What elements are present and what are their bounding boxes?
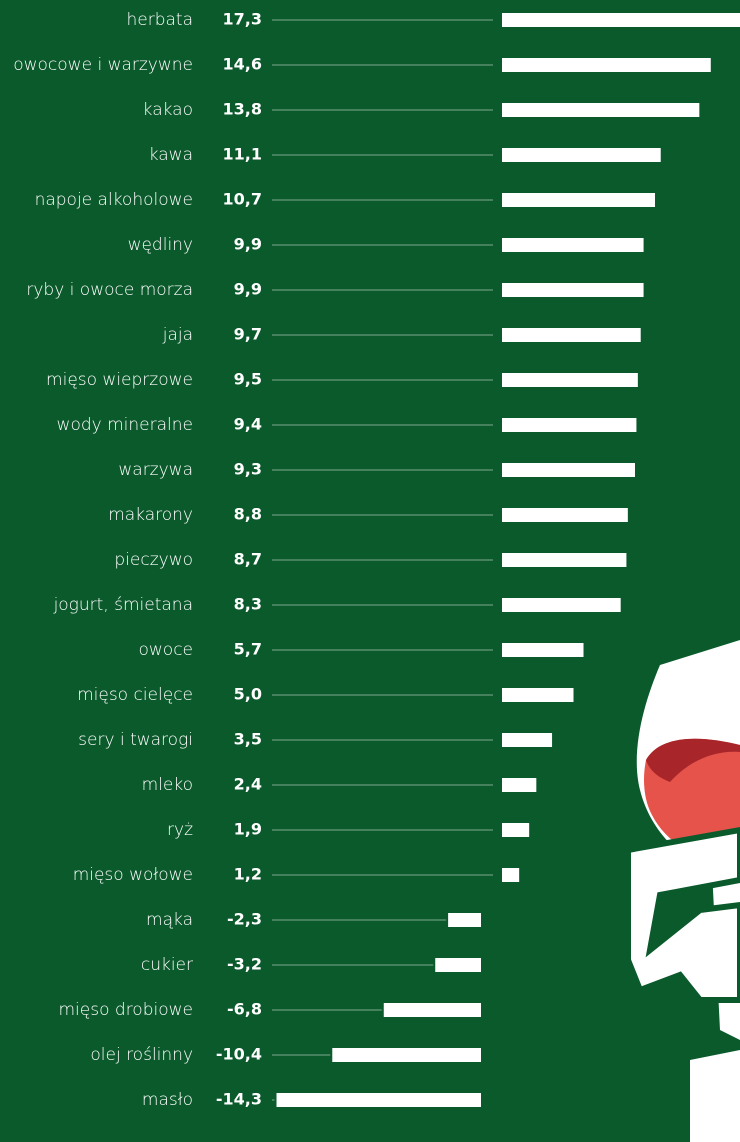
category-label: jogurt, śmietana	[53, 595, 193, 615]
value-label: -2,3	[227, 910, 262, 929]
bar	[502, 463, 635, 477]
value-label: 9,4	[234, 415, 262, 434]
bar	[277, 1093, 481, 1107]
bar	[502, 193, 655, 207]
value-label: 8,7	[234, 550, 262, 569]
bar	[384, 1003, 481, 1017]
value-label: 9,9	[234, 235, 262, 254]
category-label: mięso drobiowe	[59, 1000, 194, 1020]
value-label: 3,5	[234, 730, 262, 749]
category-label: wody mineralne	[57, 415, 193, 435]
value-label: 14,6	[223, 55, 262, 74]
value-label: -3,2	[227, 955, 262, 974]
bar	[502, 553, 626, 567]
bar	[502, 688, 574, 702]
value-label: 9,5	[234, 370, 262, 389]
bar	[332, 1048, 481, 1062]
value-label: 8,8	[234, 505, 262, 524]
category-label: olej roślinny	[90, 1045, 193, 1065]
background	[0, 0, 740, 1142]
value-label: 13,8	[223, 100, 262, 119]
category-label: ryby i owoce morza	[26, 280, 193, 300]
category-label: herbata	[126, 10, 193, 30]
value-label: 9,3	[234, 460, 262, 479]
bar	[502, 148, 661, 162]
category-label: mięso wołowe	[73, 865, 193, 885]
bar	[502, 13, 740, 27]
bar	[502, 643, 584, 657]
category-label: mięso cielęce	[77, 685, 193, 705]
category-label: mięso wieprzowe	[46, 370, 193, 390]
bar	[435, 958, 481, 972]
category-label: owoce	[138, 640, 193, 660]
bar	[502, 103, 699, 117]
value-label: -10,4	[216, 1045, 262, 1064]
value-label: 1,2	[234, 865, 262, 884]
category-label: warzywa	[118, 460, 193, 480]
bar	[502, 868, 519, 882]
category-label: ryż	[167, 820, 193, 840]
value-label: -14,3	[216, 1090, 262, 1109]
bar	[502, 598, 621, 612]
value-label: 17,3	[223, 10, 262, 29]
bar	[502, 238, 644, 252]
bar	[502, 373, 638, 387]
category-label: napoje alkoholowe	[35, 190, 193, 210]
value-label: 10,7	[223, 190, 262, 209]
category-label: mąka	[146, 910, 193, 930]
bar	[502, 58, 711, 72]
category-label: wędliny	[128, 235, 193, 255]
value-label: 8,3	[234, 595, 262, 614]
bar	[502, 283, 644, 297]
category-label: kawa	[149, 145, 193, 165]
category-label: sery i twarogi	[78, 730, 193, 750]
category-label: cukier	[141, 955, 193, 975]
category-label: kakao	[143, 100, 193, 120]
category-label: masło	[142, 1090, 193, 1110]
chart: herbata 17,3 owocowe i warzywne 14,6 kakao 13…	[0, 0, 740, 1142]
value-label: 11,1	[223, 145, 262, 164]
value-label: 5,7	[234, 640, 262, 659]
value-label: 1,9	[234, 820, 262, 839]
bar	[502, 418, 636, 432]
bar	[502, 778, 536, 792]
value-label: -6,8	[227, 1000, 262, 1019]
bar	[502, 733, 552, 747]
category-label: owocowe i warzywne	[13, 55, 193, 75]
value-label: 9,9	[234, 280, 262, 299]
bar	[502, 823, 529, 837]
category-label: makarony	[108, 505, 193, 525]
bar	[502, 328, 641, 342]
value-label: 2,4	[234, 775, 262, 794]
bar	[448, 913, 481, 927]
value-label: 9,7	[234, 325, 262, 344]
category-label: mleko	[142, 775, 193, 795]
category-label: pieczywo	[114, 550, 193, 570]
value-label: 5,0	[234, 685, 262, 704]
category-label: jaja	[162, 325, 193, 345]
bar	[502, 508, 628, 522]
